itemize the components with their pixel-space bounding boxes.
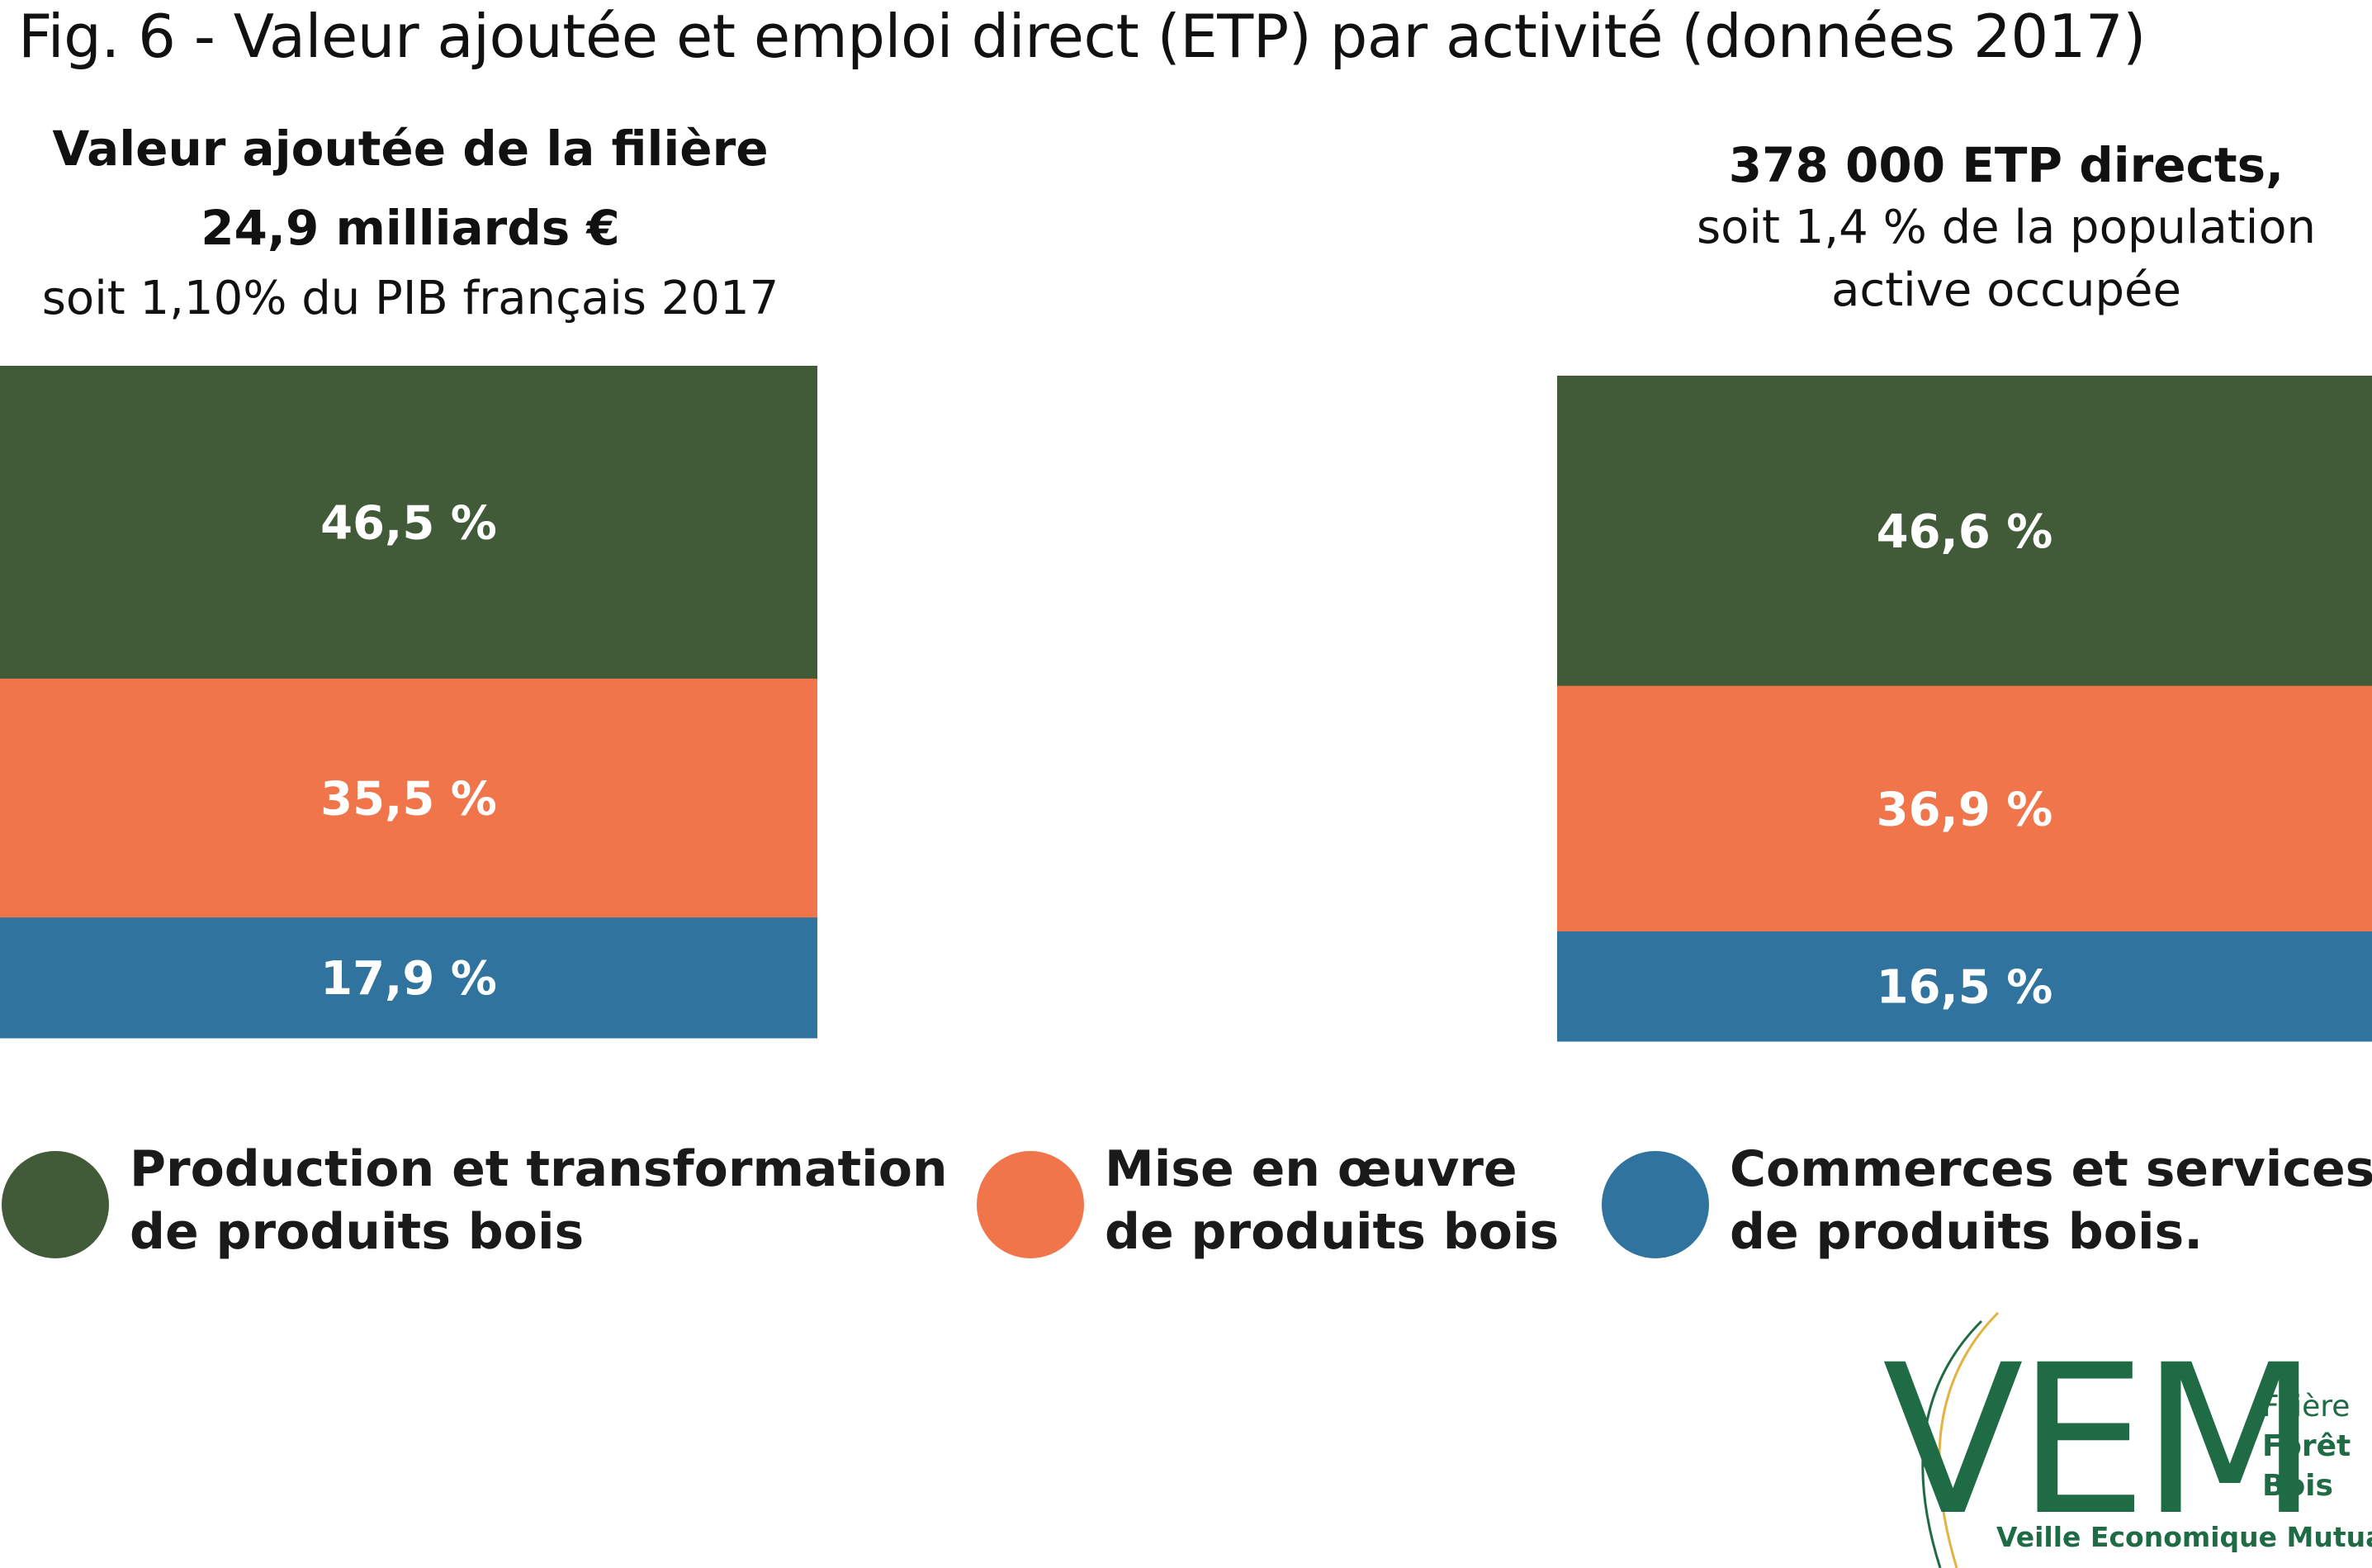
bar-segment-emploi-0 xyxy=(1557,376,2372,687)
data-label: 36,9 % xyxy=(1877,783,2053,836)
right-header-line3: active occupée xyxy=(1831,263,2181,317)
left-header-line3: soit 1,10% du PIB français 2017 xyxy=(41,272,779,325)
logo-side-line3: Bois xyxy=(2262,1469,2333,1503)
data-label: 35,5 % xyxy=(320,773,497,827)
blue-dot-icon xyxy=(1602,1151,1709,1258)
legend-label-line2: de produits bois xyxy=(130,1203,585,1261)
green-dot-icon xyxy=(2,1151,109,1258)
left-header-line2: 24,9 milliards € xyxy=(201,200,620,256)
legend-label-line2: de produits bois xyxy=(1105,1203,1560,1261)
data-label: 16,5 % xyxy=(1877,961,2053,1015)
bar-segment-emploi-1 xyxy=(1557,685,2372,932)
data-label: 17,9 % xyxy=(320,952,497,1006)
logo-side-line2: Forêt xyxy=(2262,1429,2351,1463)
logo-arcs xyxy=(1921,1311,2000,1568)
data-label: 46,5 % xyxy=(320,496,497,550)
logo-letters: VEM xyxy=(1882,1320,2319,1561)
vem-logo: VEM Filière Forêt Bois Veille Economique… xyxy=(1858,1305,2372,1568)
bar-segment-valeur-0 xyxy=(0,366,817,680)
orange-dot-icon xyxy=(977,1151,1084,1258)
bar-segment-emploi-2 xyxy=(1557,931,2372,1042)
figure-title: Fig. 6 - Valeur ajoutée et emploi direct… xyxy=(18,2,2146,71)
legend-label-line1: Production et transformation xyxy=(130,1140,948,1198)
right-header-line1: 378 000 ETP directs, xyxy=(1728,137,2284,193)
legend-label-line1: Commerces et services xyxy=(1730,1140,2372,1198)
legend-label-line1: Mise en œuvre xyxy=(1105,1140,1517,1198)
right-header-line2: soit 1,4 % de la population xyxy=(1696,201,2317,254)
left-header-line1: Valeur ajoutée de la filière xyxy=(52,121,769,177)
logo-tagline: Veille Economique Mutualisée xyxy=(1996,1521,2372,1553)
right-chart-header: 378 000 ETP directs, soit 1,4 % de la po… xyxy=(1593,134,2372,322)
bar-segment-valeur-2 xyxy=(0,917,817,1039)
legend-label-line2: de produits bois. xyxy=(1730,1203,2204,1261)
bar-segment-valeur-1 xyxy=(0,678,817,918)
logo-side-line1: Filière xyxy=(2262,1390,2351,1424)
data-label: 46,6 % xyxy=(1877,505,2053,559)
logo-side-text: Filière Forêt Bois xyxy=(2262,1387,2351,1506)
left-chart-header: Valeur ajoutée de la filière 24,9 millia… xyxy=(0,109,823,330)
